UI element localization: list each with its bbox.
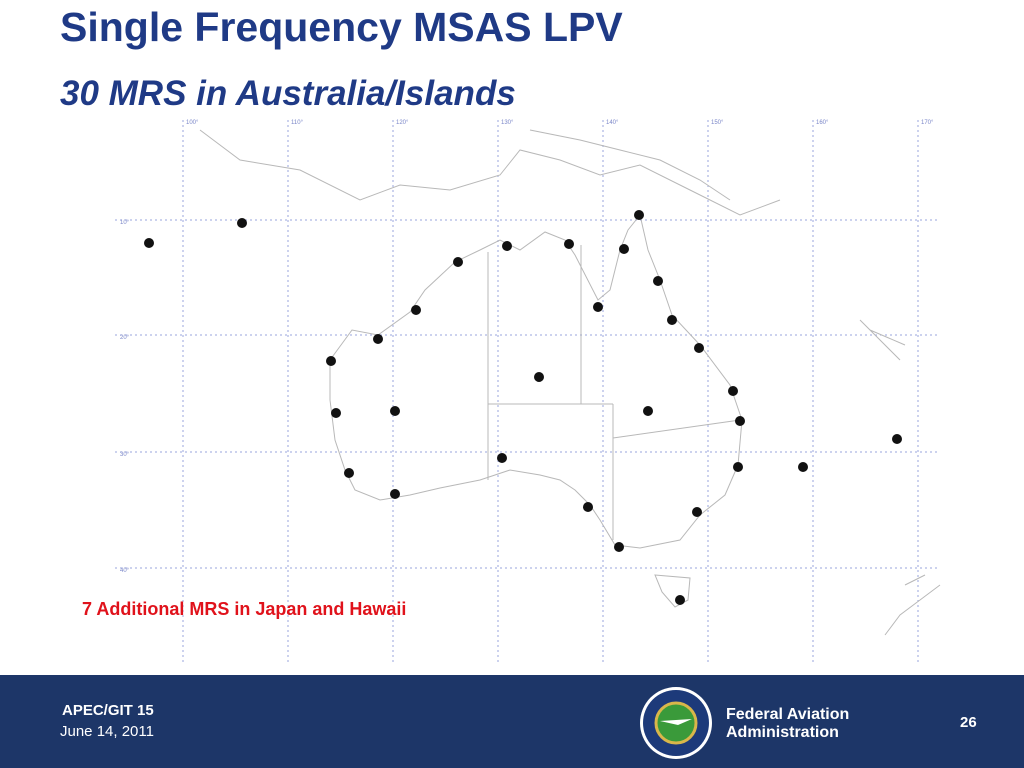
footer: APEC/GIT 15 June 14, 2011 Federal Aviati… [0,675,1024,768]
faa-logo [640,687,712,759]
subtitle: 30 MRS in Australia/Islands [60,74,516,113]
date: June 14, 2011 [60,723,154,740]
agency-line: Administration [726,724,839,741]
map: 100° 110° 120° 130° 140° 150° 160° 170° … [115,120,941,665]
latitude-label: 40° [120,568,130,574]
longitude-label: 100° [186,120,199,126]
mrs-stations [144,210,902,605]
graticule [115,120,940,665]
longitude-label: 130° [501,120,514,126]
annotation: 7 Additional MRS in Japan and Hawaii [82,599,407,619]
latitude-label: 30° [120,452,130,458]
page-number: 26 [960,714,977,731]
agency: Federal Aviation Administration [726,706,849,742]
longitude-label: 140° [606,120,619,126]
title: Single Frequency MSAS LPV [60,4,623,50]
longitude-label: 110° [291,120,304,126]
event: APEC/GIT 15 [62,702,154,719]
longitude-label: 150° [711,120,724,126]
longitude-labels: 100° 110° 120° 130° 140° 150° 160° 170° [186,120,934,126]
agency-line: Federal Aviation [726,706,850,723]
longitude-label: 170° [921,120,934,126]
latitude-labels: 10° 20° 30° 40° [120,220,130,574]
longitude-label: 120° [396,120,409,126]
coastlines [199,129,941,636]
latitude-label: 10° [120,220,130,226]
latitude-label: 20° [120,335,130,341]
longitude-label: 160° [816,120,829,126]
